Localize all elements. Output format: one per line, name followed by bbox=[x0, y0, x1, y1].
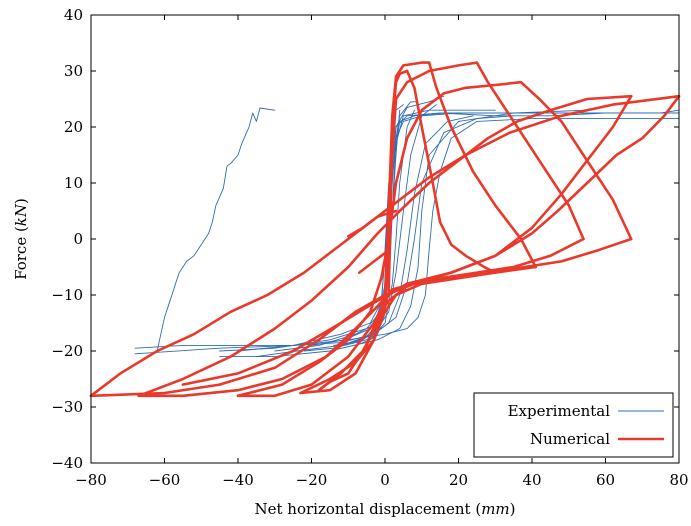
series-line-experimental bbox=[134, 118, 680, 355]
y-tick-label: −30 bbox=[51, 398, 83, 416]
x-tick-label: −20 bbox=[296, 471, 328, 489]
series-line-numerical bbox=[236, 80, 523, 398]
y-tick-label: 30 bbox=[64, 62, 83, 80]
x-tick-label: 20 bbox=[449, 471, 468, 489]
y-tick-label: 10 bbox=[64, 174, 83, 192]
series-experimental bbox=[134, 95, 680, 358]
series-line-numerical bbox=[89, 94, 633, 398]
series-line-numerical bbox=[346, 209, 398, 238]
x-tick-label: 40 bbox=[522, 471, 541, 489]
y-tick-label: 0 bbox=[73, 230, 83, 248]
y-tick-label: 20 bbox=[64, 118, 83, 136]
y-tick-label: 40 bbox=[64, 6, 83, 24]
series-line-numerical bbox=[405, 69, 497, 274]
series-line-numerical bbox=[137, 237, 633, 398]
x-tick-label: 0 bbox=[380, 471, 390, 489]
y-axis: −40 −30 −20 −10 0 10 20 30 40 bbox=[51, 6, 679, 472]
y-tick-label: −10 bbox=[51, 286, 83, 304]
x-axis-label: Net horizontal displacement (mm) bbox=[254, 500, 515, 518]
legend-label-experimental: Experimental bbox=[508, 402, 611, 420]
series-line-experimental bbox=[255, 115, 515, 358]
x-tick-label: −60 bbox=[149, 471, 181, 489]
y-tick-label: −20 bbox=[51, 342, 83, 360]
series-numerical bbox=[89, 61, 681, 398]
x-tick-label: −80 bbox=[75, 471, 107, 489]
series-line-numerical bbox=[137, 94, 633, 398]
x-tick-label: 60 bbox=[596, 471, 615, 489]
series-line-experimental bbox=[219, 109, 680, 352]
x-tick-label: −40 bbox=[222, 471, 254, 489]
legend-label-numerical: Numerical bbox=[530, 430, 610, 448]
series-line-numerical bbox=[519, 80, 633, 241]
x-tick-label: 80 bbox=[669, 471, 688, 489]
legend-box bbox=[473, 392, 674, 458]
series-line-experimental bbox=[355, 109, 415, 346]
series-line-numerical bbox=[357, 248, 391, 274]
series-line-numerical bbox=[475, 61, 585, 241]
y-tick-label: −40 bbox=[51, 454, 83, 472]
series-line-numerical bbox=[299, 61, 479, 395]
legend: Experimental Numerical bbox=[473, 392, 674, 458]
series-line-experimental bbox=[303, 115, 474, 352]
series-layer bbox=[89, 61, 681, 398]
y-axis-label: Force (kN) bbox=[12, 198, 30, 280]
series-line-experimental bbox=[156, 107, 276, 352]
series-line-experimental bbox=[333, 104, 437, 346]
series-line-numerical bbox=[181, 94, 681, 386]
x-axis: −80 −60 −40 −20 0 20 40 60 80 bbox=[75, 15, 689, 489]
